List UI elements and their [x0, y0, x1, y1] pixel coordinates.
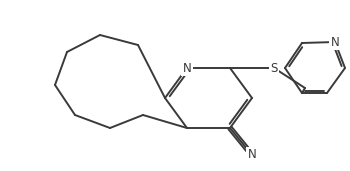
Text: S: S: [270, 62, 278, 75]
Text: N: N: [183, 62, 191, 75]
Text: N: N: [331, 36, 340, 49]
Text: N: N: [248, 148, 256, 161]
